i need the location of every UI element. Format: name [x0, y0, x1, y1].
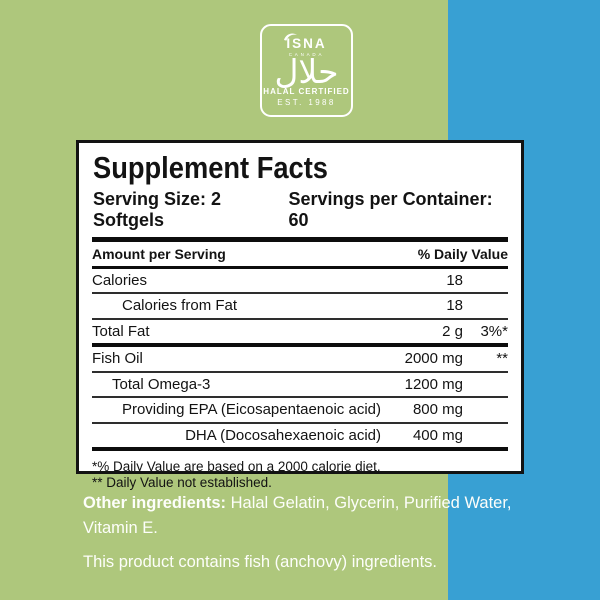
other-ingredients-line: Other ingredients: Halal Gelatin, Glycer… — [83, 491, 543, 541]
fact-label: Total Fat — [92, 322, 150, 340]
table-row-fish-oil: Fish Oil 2000 mg ** — [92, 347, 508, 373]
logo-halal-certified-text: HALAL CERTIFIED — [263, 87, 350, 96]
panel-title: Supplement Facts — [93, 150, 328, 185]
serving-info-row: Serving Size: 2 Softgels Servings per Co… — [93, 189, 508, 231]
halal-arabic-calligraphy: حلال — [274, 52, 339, 91]
servings-per-container: Servings per Container: 60 — [288, 188, 493, 230]
logo-country: CANADA — [288, 51, 325, 57]
allergen-statement: This product contains fish (anchovy) ing… — [83, 553, 438, 571]
table-header-row: Amount per Serving % Daily Value — [92, 242, 508, 266]
ingredient-statements: Other ingredients: Halal Gelatin, Glycer… — [83, 491, 543, 575]
fact-amount: 18 — [446, 297, 463, 315]
fact-label: Total Omega-3 — [112, 375, 211, 393]
fact-label: Calories from Fat — [122, 297, 238, 315]
fact-daily-value: 3%* — [480, 322, 508, 340]
table-row-epa: Providing EPA (Eicosapentaenoic acid) 80… — [92, 398, 508, 424]
fact-label: DHA (Docosahexaenoic acid) — [185, 426, 381, 444]
logo-established-text: EST. 1988 — [277, 98, 336, 107]
footnote-not-established: ** Daily Value not established. — [92, 474, 272, 490]
fact-label: Providing EPA (Eicosapentaenoic acid) — [121, 401, 381, 419]
halal-certification-logo: ISNA CANADA حلال HALAL CERTIFIED EST. 19… — [260, 24, 353, 117]
logo-org-name: ISNA — [284, 33, 327, 51]
fact-daily-value: ** — [496, 350, 508, 368]
other-ingredients-label: Other ingredients: — [83, 494, 227, 512]
other-ingredients-list: Halal Gelatin, Glycerin, Purified Water,… — [83, 494, 512, 537]
fact-amount: 2 g — [442, 322, 463, 340]
divider-medium — [92, 265, 508, 269]
logo-org-text: ISNA — [286, 36, 327, 51]
fact-label: Calories — [92, 271, 148, 289]
supplement-facts-panel: Supplement Facts Serving Size: 2 Softgel… — [76, 140, 524, 490]
fact-amount: 1200 mg — [404, 375, 463, 393]
column-daily-value: % Daily Value — [417, 245, 508, 262]
serving-size: Serving Size: 2 Softgels — [93, 188, 222, 230]
table-row-dha: DHA (Docosahexaenoic acid) 400 mg — [92, 424, 508, 452]
fact-amount: 2000 mg — [404, 350, 463, 368]
footnote-daily-value: *% Daily Value are based on a 2000 calor… — [92, 459, 381, 475]
fact-amount: 800 mg — [412, 401, 463, 419]
footnotes: *% Daily Value are based on a 2000 calor… — [92, 451, 508, 490]
fact-amount: 400 mg — [412, 426, 463, 444]
fact-amount: 18 — [446, 271, 463, 289]
table-row-total-omega3: Total Omega-3 1200 mg — [92, 373, 508, 399]
column-amount-per-serving: Amount per Serving — [92, 245, 226, 262]
table-row-total-fat: Total Fat 2 g 3%* — [92, 320, 508, 348]
crescent-icon — [283, 30, 298, 44]
fact-label: Fish Oil — [92, 350, 143, 368]
divider-thick — [92, 236, 508, 242]
table-row-calories-from-fat: Calories from Fat 18 — [92, 294, 508, 320]
table-row-calories: Calories 18 — [92, 269, 508, 295]
